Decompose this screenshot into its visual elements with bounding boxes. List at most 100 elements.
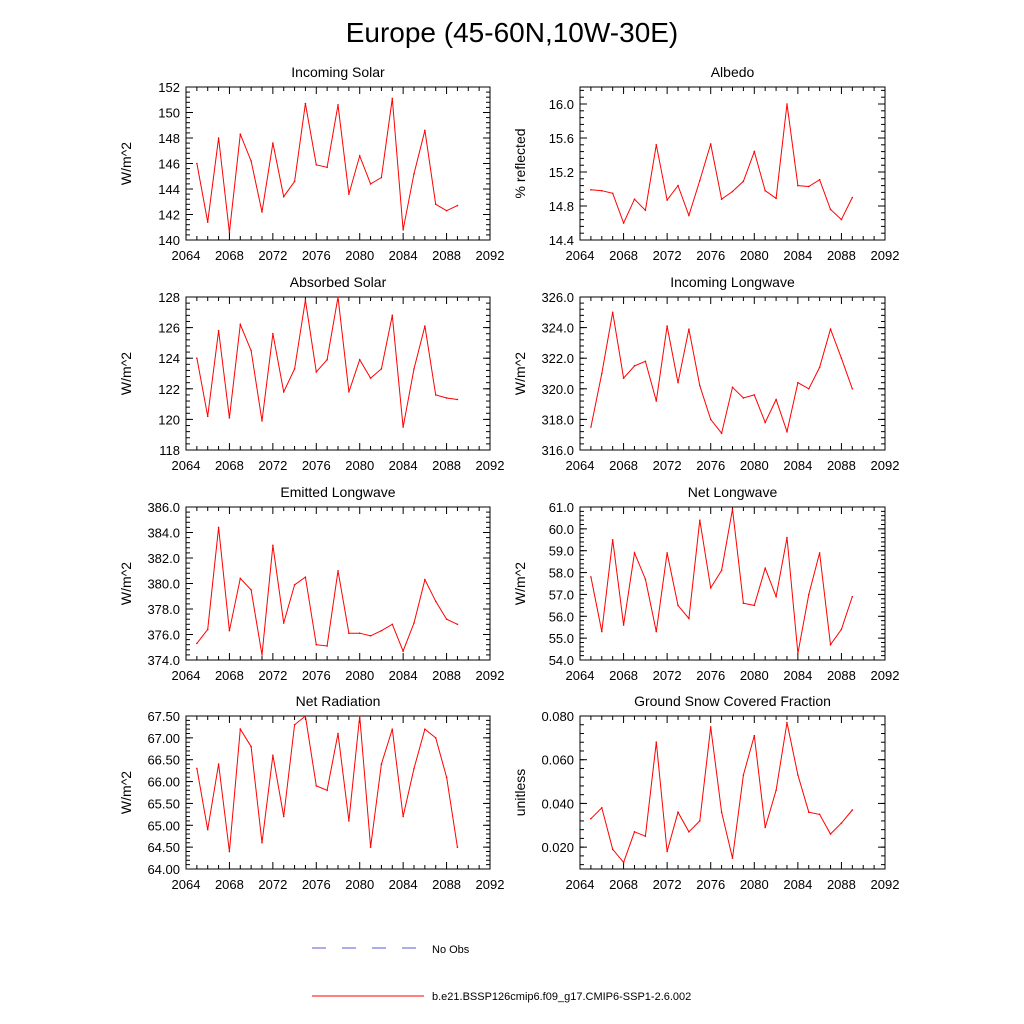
data-point xyxy=(644,578,647,580)
x-tick-label: 2072 xyxy=(258,668,287,683)
data-point xyxy=(829,208,832,211)
data-point xyxy=(402,650,404,652)
data-point xyxy=(445,618,448,620)
x-tick-label: 2092 xyxy=(871,668,900,683)
panel-net-longwave: 2064 2068 2072 2076 2080 2084 2088 2092 54.0 55.0… xyxy=(512,484,899,683)
data-point xyxy=(337,569,339,572)
data-point xyxy=(720,432,723,434)
x-tick-label: 2088 xyxy=(432,668,461,683)
data-point xyxy=(358,715,361,717)
y-tick-label: 150 xyxy=(158,106,180,121)
data-point xyxy=(228,629,231,632)
data-point xyxy=(699,384,701,387)
series-line xyxy=(590,103,853,225)
data-point xyxy=(239,577,242,580)
y-tick-label: 0.080 xyxy=(541,709,574,724)
data-point xyxy=(326,358,328,361)
x-tick-label: 2088 xyxy=(827,877,856,892)
data-point xyxy=(753,604,756,607)
data-point xyxy=(709,587,712,589)
y-tick-label: 56.0 xyxy=(549,609,574,624)
x-tick-label: 2092 xyxy=(871,877,900,892)
y-tick-label: 126 xyxy=(158,321,180,336)
data-point xyxy=(666,199,668,201)
x-tick-label: 2084 xyxy=(389,668,418,683)
x-tick-label: 2080 xyxy=(345,877,374,892)
data-point xyxy=(764,567,766,569)
x-tick-label: 2072 xyxy=(258,877,287,892)
data-point xyxy=(775,398,777,401)
data-point xyxy=(434,203,437,206)
data-point xyxy=(293,583,296,586)
data-point xyxy=(304,576,307,578)
data-point xyxy=(369,377,372,379)
data-point xyxy=(315,643,318,646)
data-point xyxy=(239,133,242,135)
x-tick-label: 2064 xyxy=(172,668,201,683)
y-tick-label: 320.0 xyxy=(541,382,574,397)
data-point xyxy=(720,198,723,200)
data-point xyxy=(272,754,274,757)
x-tick-label: 2092 xyxy=(476,877,505,892)
figure-title: Europe (45-60N,10W-30E) xyxy=(346,17,679,48)
data-point xyxy=(424,325,426,327)
y-tick-label: 14.8 xyxy=(549,199,574,214)
y-tick-label: 61.0 xyxy=(549,500,574,515)
y-tick-label: 384.0 xyxy=(147,526,180,541)
y-tick-label: 326.0 xyxy=(541,290,574,305)
y-tick-label: 382.0 xyxy=(147,551,180,566)
data-point xyxy=(644,835,647,838)
plot-frame xyxy=(579,715,886,870)
data-point xyxy=(434,737,437,739)
data-point xyxy=(600,372,603,375)
data-point xyxy=(293,368,296,370)
data-point xyxy=(424,578,426,581)
legend: No Obs b.e21.BSSP126cmip6.f09_g17.CMIP6-… xyxy=(312,944,691,1003)
data-point xyxy=(326,645,328,647)
data-point xyxy=(261,841,263,844)
panel-title: Absorbed Solar xyxy=(290,274,387,290)
data-point xyxy=(445,776,448,778)
data-point xyxy=(337,732,339,735)
data-point xyxy=(851,809,854,811)
x-tick-label: 2080 xyxy=(740,458,769,473)
data-point xyxy=(775,197,777,200)
data-point xyxy=(829,643,832,646)
data-point xyxy=(282,815,285,818)
plot-frame xyxy=(579,506,886,661)
panel-title: Emitted Longwave xyxy=(280,484,395,500)
x-tick-label: 2064 xyxy=(566,668,595,683)
data-point xyxy=(250,349,252,352)
panel-absorbed-solar: 2064 2068 2072 2076 2080 2084 2088 2092 118 120 12… xyxy=(118,274,504,473)
y-axis-label: W/m^2 xyxy=(512,562,528,605)
data-point xyxy=(699,820,701,822)
data-point xyxy=(261,654,263,656)
series-line xyxy=(590,312,853,435)
data-point xyxy=(742,774,745,776)
data-point xyxy=(413,622,415,624)
data-point xyxy=(590,817,592,820)
data-point xyxy=(666,850,668,853)
data-point xyxy=(282,622,285,624)
data-point xyxy=(315,163,318,166)
data-point xyxy=(655,144,658,146)
data-point xyxy=(590,189,592,191)
data-point xyxy=(818,813,821,816)
data-point xyxy=(456,623,459,626)
y-tick-label: 316.0 xyxy=(541,443,574,458)
x-tick-label: 2072 xyxy=(653,458,682,473)
data-point xyxy=(304,102,307,105)
plot-frame xyxy=(185,506,491,661)
y-tick-label: 378.0 xyxy=(147,602,180,617)
x-tick-label: 2064 xyxy=(172,877,201,892)
data-point xyxy=(622,624,625,626)
y-tick-label: 142 xyxy=(158,208,180,223)
x-tick-label: 2064 xyxy=(566,877,595,892)
y-tick-label: 146 xyxy=(158,157,180,172)
y-tick-label: 66.00 xyxy=(147,775,180,790)
y-tick-label: 124 xyxy=(158,351,180,366)
data-point xyxy=(818,366,821,369)
x-tick-label: 2080 xyxy=(345,668,374,683)
y-tick-label: 140 xyxy=(158,233,180,248)
data-point xyxy=(272,142,274,144)
